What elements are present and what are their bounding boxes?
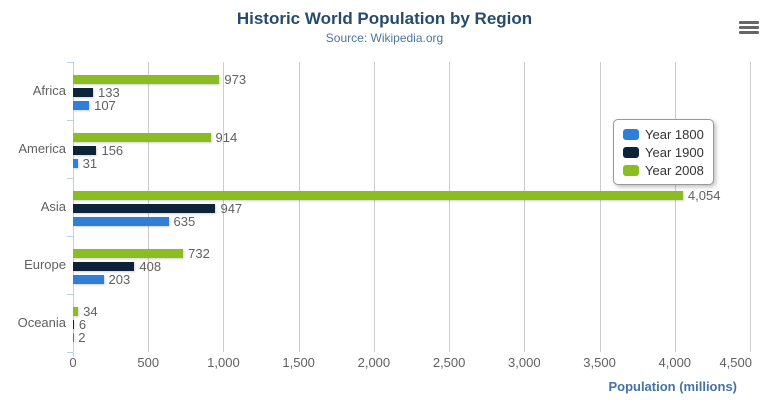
data-label: 203 xyxy=(108,272,131,287)
hamburger-icon xyxy=(739,21,759,24)
bar-year-1800-america[interactable] xyxy=(73,159,78,168)
gridline-1000 xyxy=(223,62,225,352)
category-axis-tick xyxy=(67,294,73,295)
hamburger-icon xyxy=(739,26,759,29)
legend-swatch xyxy=(623,164,639,176)
gridline-3500 xyxy=(599,62,601,352)
data-label: 2 xyxy=(78,330,86,345)
data-label: 947 xyxy=(220,201,243,216)
bar-year-2008-africa[interactable] xyxy=(73,75,220,84)
x-axis-tick-label-500: 500 xyxy=(137,355,160,370)
data-label: 107 xyxy=(94,98,116,113)
bar-year-2008-america[interactable] xyxy=(73,133,211,142)
x-axis-tick-label-3500: 3,500 xyxy=(583,355,616,370)
gridline-2500 xyxy=(449,62,451,352)
bar-year-2008-europe[interactable] xyxy=(73,249,184,258)
x-axis-tick-label-1500: 1,500 xyxy=(282,355,315,370)
category-label-asia: Asia xyxy=(40,199,66,214)
data-label: 4,054 xyxy=(687,188,721,203)
x-axis-tick-label-3000: 3,000 xyxy=(508,355,541,370)
category-label-africa: Africa xyxy=(32,83,66,98)
bar-year-1900-asia[interactable] xyxy=(73,204,216,213)
legend-label: Year 1800 xyxy=(645,126,704,142)
data-label: 31 xyxy=(82,156,98,171)
category-axis-tick xyxy=(67,352,73,353)
bar-year-1900-oceania[interactable] xyxy=(73,320,74,329)
gridline-3000 xyxy=(524,62,526,352)
bar-year-1800-asia[interactable] xyxy=(73,217,169,226)
gridline-2000 xyxy=(373,62,375,352)
hamburger-icon xyxy=(739,31,759,34)
data-label: 133 xyxy=(98,85,120,100)
legend-swatch xyxy=(623,146,639,158)
data-label: 34 xyxy=(83,304,98,319)
data-label: 6 xyxy=(78,317,87,332)
x-axis-title: Population (millions) xyxy=(608,379,737,394)
legend-item-year-1900[interactable]: Year 1900 xyxy=(623,143,704,161)
bar-year-1800-europe[interactable] xyxy=(73,275,104,284)
legend-label: Year 1900 xyxy=(645,144,704,160)
data-label: 973 xyxy=(224,72,247,87)
x-axis-tick-label-4500: 4,500 xyxy=(719,355,752,370)
chart-subtitle: Source: Wikipedia.org xyxy=(325,31,444,45)
data-label: 914 xyxy=(215,130,238,145)
legend: Year 1800 Year 1900 Year 2008 xyxy=(613,119,714,185)
data-label: 732 xyxy=(188,246,210,261)
category-axis-tick xyxy=(67,178,73,179)
category-label-america: America xyxy=(18,141,66,156)
legend-swatch xyxy=(623,128,639,140)
x-axis-tick-label-0: 0 xyxy=(69,355,77,370)
data-label: 635 xyxy=(173,214,196,229)
x-axis-tick-label-1000: 1,000 xyxy=(207,355,240,370)
bar-year-1900-africa[interactable] xyxy=(73,88,93,97)
export-menu-button[interactable] xyxy=(739,21,759,36)
category-axis-tick xyxy=(67,236,73,237)
gridline-4000 xyxy=(674,62,676,352)
category-label-oceania: Oceania xyxy=(17,315,66,330)
category-axis-tick xyxy=(67,120,73,121)
category-label-europe: Europe xyxy=(24,257,66,272)
bar-year-1800-africa[interactable] xyxy=(73,101,90,110)
bar-year-1900-europe[interactable] xyxy=(73,262,135,271)
legend-label: Year 2008 xyxy=(645,162,704,178)
data-label: 408 xyxy=(139,259,162,274)
bar-year-2008-asia[interactable] xyxy=(73,191,683,200)
bar-year-1900-america[interactable] xyxy=(73,146,97,155)
x-axis-tick-label-2000: 2,000 xyxy=(357,355,391,370)
chart-title: Historic World Population by Region xyxy=(236,9,533,28)
data-label: 156 xyxy=(101,143,124,158)
legend-item-year-1800[interactable]: Year 1800 xyxy=(623,125,704,143)
category-axis-tick xyxy=(67,62,73,63)
gridline-4500 xyxy=(750,62,751,352)
legend-item-year-2008[interactable]: Year 2008 xyxy=(623,161,704,179)
gridline-1500 xyxy=(298,62,300,352)
bar-year-2008-oceania[interactable] xyxy=(73,307,79,316)
x-axis-tick-label-4000: 4,000 xyxy=(658,355,692,370)
x-axis-tick-label-2500: 2,500 xyxy=(432,355,466,370)
